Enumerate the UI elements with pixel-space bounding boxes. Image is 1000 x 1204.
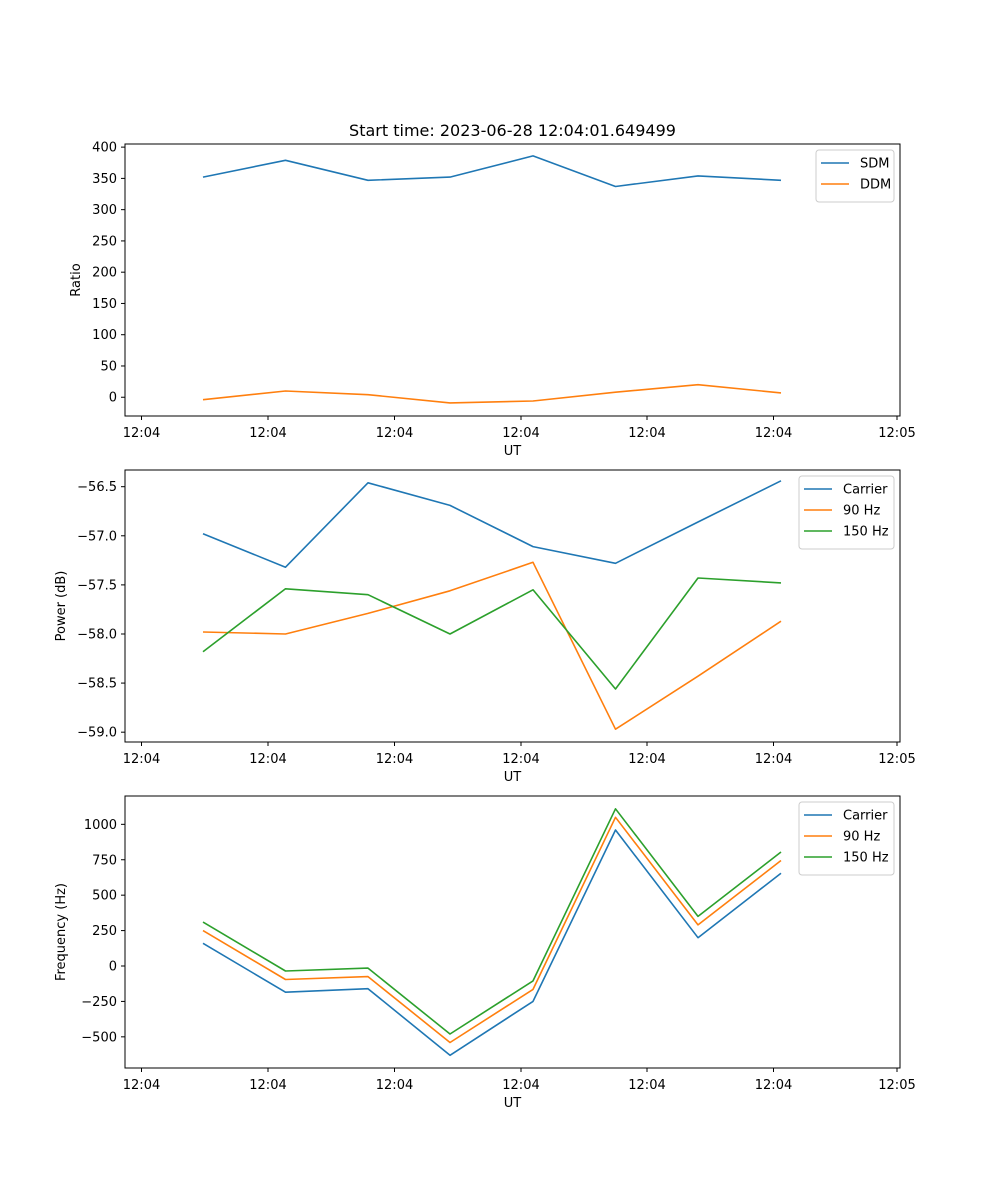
series-line-90-hz bbox=[202, 816, 782, 1044]
x-tick-label: 12:04 bbox=[249, 752, 286, 767]
y-tick-label: 150 bbox=[92, 297, 117, 312]
y-tick-label: −58.5 bbox=[77, 677, 117, 692]
legend-label: 150 Hz bbox=[843, 851, 889, 866]
x-tick-label: 12:04 bbox=[376, 1078, 413, 1093]
x-tick-label: 12:04 bbox=[249, 426, 286, 441]
series-line-150-hz bbox=[202, 807, 782, 1035]
y-tick-label: 750 bbox=[92, 853, 117, 868]
y-axis-label: Frequency (Hz) bbox=[54, 883, 69, 981]
legend-label: 90 Hz bbox=[843, 830, 880, 845]
x-tick-label: 12:04 bbox=[123, 752, 160, 767]
x-tick-label: 12:05 bbox=[878, 752, 915, 767]
y-tick-label: −57.0 bbox=[77, 529, 117, 544]
x-axis-label: UT bbox=[504, 444, 522, 459]
y-tick-label: 1000 bbox=[84, 818, 117, 833]
y-tick-label: −59.0 bbox=[77, 726, 117, 741]
series-line-ddm bbox=[202, 383, 782, 404]
series-line-150-hz bbox=[202, 577, 782, 690]
x-tick-label: 12:05 bbox=[878, 1078, 915, 1093]
x-tick-label: 12:04 bbox=[376, 426, 413, 441]
subplot-2: −59.0 −58.5 −58.0 −57.5 −57.0 −56.5 12:04 12:04… bbox=[54, 469, 916, 785]
chart-title: Start time: 2023-06-28 12:04:01.649499 bbox=[349, 121, 676, 140]
plot-frame bbox=[124, 143, 901, 417]
legend: SDM DDM bbox=[815, 149, 895, 203]
series-line-90-hz bbox=[202, 561, 782, 731]
y-tick-label: 350 bbox=[92, 172, 117, 187]
legend-label: SDM bbox=[860, 157, 889, 172]
x-tick-label: 12:04 bbox=[502, 1078, 539, 1093]
y-tick-label: 500 bbox=[92, 889, 117, 904]
x-tick-label: 12:05 bbox=[878, 426, 915, 441]
x-tick-label: 12:04 bbox=[502, 752, 539, 767]
series-line-carrier bbox=[202, 480, 782, 569]
x-tick-label: 12:04 bbox=[376, 752, 413, 767]
legend-label: Carrier bbox=[843, 483, 888, 498]
series-line-sdm bbox=[202, 155, 782, 188]
y-tick-label: −57.5 bbox=[77, 578, 117, 593]
x-tick-label: 12:04 bbox=[502, 426, 539, 441]
y-tick-label: 50 bbox=[100, 359, 117, 374]
plot-frame bbox=[124, 469, 901, 743]
legend-label: 150 Hz bbox=[843, 525, 889, 540]
subplot-3: −500 −250 0 250 500 750 1000 12:04 12:04 12:04 12:… bbox=[54, 795, 916, 1111]
y-tick-label: 200 bbox=[92, 266, 117, 281]
x-tick-label: 12:04 bbox=[628, 752, 665, 767]
x-tick-label: 12:04 bbox=[628, 426, 665, 441]
x-tick-label: 12:04 bbox=[123, 426, 160, 441]
y-tick-label: 0 bbox=[109, 391, 117, 406]
x-axis-label: UT bbox=[504, 1096, 522, 1111]
y-axis-label: Power (dB) bbox=[54, 571, 69, 642]
legend: Carrier 90 Hz 150 Hz bbox=[798, 475, 895, 550]
y-tick-label: 0 bbox=[109, 960, 117, 975]
x-tick-label: 12:04 bbox=[755, 426, 792, 441]
y-axis-label: Ratio bbox=[69, 263, 84, 296]
plot-frame bbox=[124, 795, 901, 1069]
y-tick-label: −250 bbox=[81, 995, 117, 1010]
x-tick-label: 12:04 bbox=[249, 1078, 286, 1093]
y-tick-label: 100 bbox=[92, 328, 117, 343]
subplot-1: 0 50 100 150 200 250 300 350 400 12:04 12:04 12:04 1… bbox=[69, 141, 916, 459]
x-tick-label: 12:04 bbox=[755, 1078, 792, 1093]
y-tick-label: 400 bbox=[92, 141, 117, 156]
x-tick-label: 12:04 bbox=[123, 1078, 160, 1093]
y-tick-label: −58.0 bbox=[77, 627, 117, 642]
x-tick-label: 12:04 bbox=[628, 1078, 665, 1093]
y-tick-label: −56.5 bbox=[77, 480, 117, 495]
legend-label: 90 Hz bbox=[843, 504, 880, 519]
legend-label: DDM bbox=[860, 178, 891, 193]
y-tick-label: 300 bbox=[92, 203, 117, 218]
x-axis-label: UT bbox=[504, 770, 522, 785]
x-tick-label: 12:04 bbox=[755, 752, 792, 767]
legend-label: Carrier bbox=[843, 809, 888, 824]
y-tick-label: −500 bbox=[81, 1030, 117, 1045]
legend: Carrier 90 Hz 150 Hz bbox=[798, 801, 895, 876]
y-tick-label: 250 bbox=[92, 924, 117, 939]
y-tick-label: 250 bbox=[92, 234, 117, 249]
series-line-carrier bbox=[202, 829, 782, 1057]
